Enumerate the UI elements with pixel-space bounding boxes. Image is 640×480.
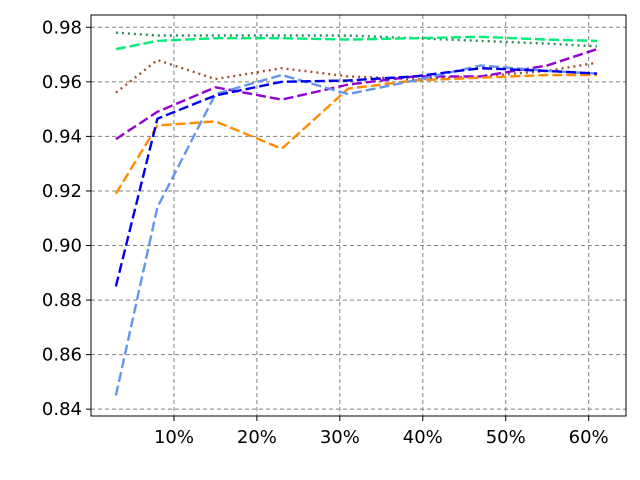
x-tick-label: 10% bbox=[154, 427, 194, 448]
x-tick-label: 60% bbox=[569, 427, 609, 448]
series-line-4 bbox=[114, 73, 597, 195]
y-tick-label: 0.84 bbox=[42, 399, 82, 420]
x-tick-label: 30% bbox=[320, 427, 360, 448]
series-line-6 bbox=[114, 66, 598, 287]
y-tick-label: 0.88 bbox=[42, 290, 82, 311]
x-tick-label: 20% bbox=[237, 427, 277, 448]
y-tick-label: 0.90 bbox=[42, 236, 82, 257]
x-tick-label: 40% bbox=[403, 427, 443, 448]
y-tick-label: 0.92 bbox=[42, 181, 82, 202]
tick-layer: 10% 20% 30% 40% 50% 60% 0.84 0.86 0.88 0.90 0.92 0.… bbox=[42, 17, 609, 448]
y-tick-label: 0.98 bbox=[42, 17, 82, 38]
y-tick-label: 0.94 bbox=[42, 126, 82, 147]
series-layer bbox=[114, 31, 598, 396]
series-line-2 bbox=[115, 58, 598, 94]
series-line-0 bbox=[115, 31, 598, 48]
y-tick-label: 0.86 bbox=[42, 345, 82, 366]
series-line-1 bbox=[115, 35, 598, 51]
y-tick-label: 0.96 bbox=[42, 72, 82, 93]
x-tick-label: 50% bbox=[486, 427, 526, 448]
grid-layer bbox=[91, 15, 626, 416]
plot-frame bbox=[90, 14, 627, 417]
